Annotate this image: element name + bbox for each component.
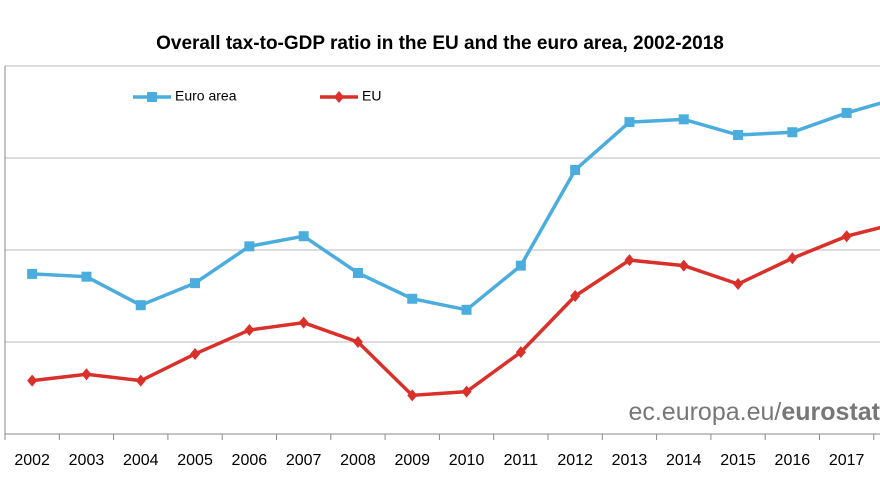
x-tick-label: 2014 — [666, 452, 702, 469]
data-point — [570, 290, 581, 302]
data-point — [515, 260, 526, 271]
legend-marker — [147, 92, 157, 102]
data-point — [81, 271, 92, 282]
data-point — [352, 268, 363, 278]
x-tick-label: 2017 — [829, 452, 865, 469]
x-tick-label: 2005 — [177, 452, 213, 469]
watermark-brand: eurostat — [781, 398, 880, 426]
data-point — [407, 293, 418, 304]
data-point — [352, 336, 363, 348]
data-point — [787, 127, 798, 138]
legend-label: Euro area — [175, 88, 237, 104]
x-tick-label: 2003 — [69, 452, 105, 469]
x-tick-label: 2008 — [340, 452, 376, 469]
data-point — [733, 278, 744, 291]
legend-label: EU — [362, 88, 381, 104]
watermark-site: ec.europa.eu/ — [628, 398, 781, 426]
data-point — [461, 385, 472, 398]
data-point — [190, 347, 201, 360]
data-point — [461, 304, 472, 315]
chart-title: Overall tax-to-GDP ratio in the EU and t… — [156, 33, 724, 54]
data-point — [81, 368, 92, 381]
x-tick-label: 2009 — [394, 452, 430, 469]
data-point — [841, 230, 852, 243]
data-point — [190, 278, 201, 289]
data-point — [841, 107, 852, 118]
data-point — [135, 300, 146, 311]
watermark: ec.europa.eu/eurostat — [628, 398, 880, 426]
data-point — [244, 324, 255, 337]
data-point — [244, 241, 255, 252]
data-point — [27, 374, 38, 387]
data-point — [298, 231, 309, 242]
data-point — [624, 254, 635, 267]
data-point — [678, 114, 689, 125]
x-tick-label: 2007 — [286, 452, 322, 469]
data-point — [733, 130, 744, 140]
data-point — [27, 268, 38, 279]
data-point — [407, 389, 418, 402]
data-point — [624, 117, 635, 128]
data-point — [787, 252, 798, 265]
x-tick-label: 2010 — [449, 452, 485, 469]
data-point — [570, 164, 581, 175]
x-tick-label: 2015 — [720, 452, 756, 469]
x-tick-label: 2016 — [775, 452, 811, 469]
legend-marker — [334, 91, 344, 103]
data-point — [298, 316, 309, 329]
x-tick-label: 2002 — [14, 452, 50, 469]
x-tick-label: 2011 — [504, 452, 539, 469]
data-point — [135, 374, 146, 387]
x-tick-label: 2013 — [612, 452, 648, 469]
x-tick-label: 2006 — [232, 452, 268, 469]
x-tick-label: 2004 — [123, 452, 159, 469]
data-point — [678, 259, 689, 272]
x-tick-label: 2012 — [557, 452, 593, 469]
data-point — [515, 346, 526, 359]
